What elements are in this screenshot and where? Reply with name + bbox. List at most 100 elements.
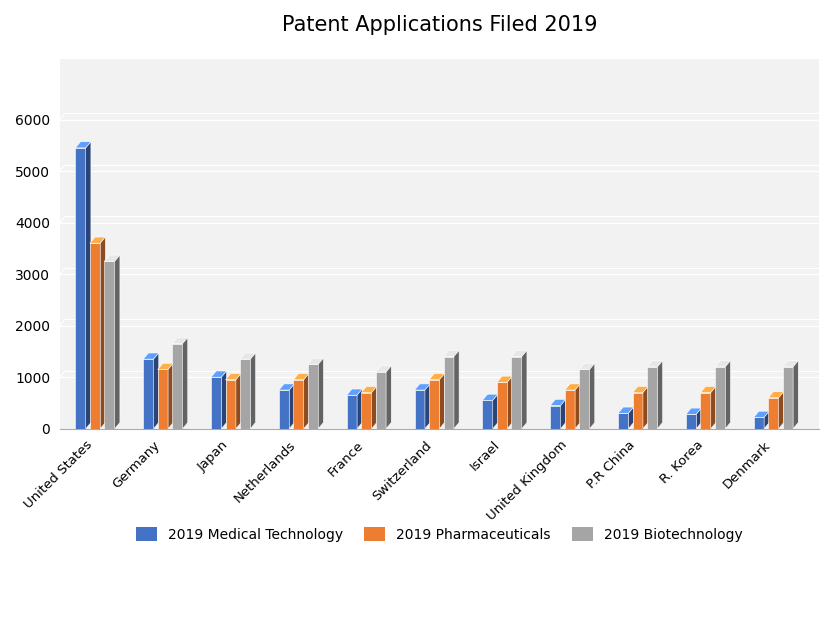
Bar bbox=[550, 406, 560, 429]
Polygon shape bbox=[279, 384, 294, 390]
Polygon shape bbox=[565, 384, 580, 390]
Polygon shape bbox=[522, 350, 527, 429]
Polygon shape bbox=[507, 376, 512, 429]
Polygon shape bbox=[440, 374, 445, 429]
Polygon shape bbox=[686, 408, 701, 414]
Bar bbox=[104, 261, 115, 429]
Bar bbox=[90, 243, 100, 429]
Polygon shape bbox=[783, 361, 798, 367]
Bar bbox=[647, 367, 657, 429]
Polygon shape bbox=[75, 142, 91, 148]
Polygon shape bbox=[372, 386, 377, 429]
Polygon shape bbox=[726, 361, 731, 429]
Bar bbox=[565, 390, 575, 429]
Polygon shape bbox=[211, 371, 227, 377]
Polygon shape bbox=[104, 255, 120, 261]
Polygon shape bbox=[590, 363, 595, 429]
Bar bbox=[376, 372, 386, 429]
Polygon shape bbox=[618, 407, 634, 413]
Polygon shape bbox=[308, 358, 324, 365]
Bar bbox=[172, 344, 183, 429]
Polygon shape bbox=[172, 337, 188, 344]
Polygon shape bbox=[168, 363, 173, 429]
Bar bbox=[715, 367, 726, 429]
Polygon shape bbox=[357, 389, 362, 429]
Bar bbox=[580, 370, 590, 429]
Polygon shape bbox=[696, 408, 701, 429]
Bar bbox=[294, 380, 304, 429]
Polygon shape bbox=[429, 374, 445, 380]
Bar bbox=[429, 380, 440, 429]
Polygon shape bbox=[319, 358, 324, 429]
Polygon shape bbox=[793, 361, 798, 429]
Legend: 2019 Medical Technology, 2019 Pharmaceuticals, 2019 Biotechnology: 2019 Medical Technology, 2019 Pharmaceut… bbox=[131, 522, 748, 547]
Polygon shape bbox=[100, 237, 105, 429]
Bar bbox=[279, 390, 289, 429]
Polygon shape bbox=[294, 374, 309, 380]
Bar bbox=[497, 383, 507, 429]
Polygon shape bbox=[454, 350, 459, 429]
Bar bbox=[158, 370, 168, 429]
Polygon shape bbox=[347, 389, 362, 395]
Polygon shape bbox=[754, 411, 769, 417]
Polygon shape bbox=[715, 361, 731, 367]
Polygon shape bbox=[183, 337, 188, 429]
Bar bbox=[414, 390, 425, 429]
Polygon shape bbox=[575, 384, 580, 429]
Polygon shape bbox=[115, 255, 120, 429]
Polygon shape bbox=[580, 363, 595, 370]
Polygon shape bbox=[414, 384, 430, 390]
Bar bbox=[225, 380, 236, 429]
Bar bbox=[308, 365, 319, 429]
Polygon shape bbox=[361, 386, 377, 393]
Polygon shape bbox=[779, 392, 784, 429]
Polygon shape bbox=[250, 353, 255, 429]
Polygon shape bbox=[768, 392, 784, 398]
Polygon shape bbox=[643, 386, 648, 429]
Bar bbox=[618, 413, 629, 429]
Polygon shape bbox=[289, 384, 294, 429]
Polygon shape bbox=[86, 142, 91, 429]
Bar bbox=[768, 398, 779, 429]
Bar bbox=[75, 148, 86, 429]
Polygon shape bbox=[304, 374, 309, 429]
Polygon shape bbox=[493, 394, 498, 429]
Bar bbox=[444, 357, 454, 429]
Polygon shape bbox=[701, 386, 716, 393]
Bar bbox=[632, 393, 643, 429]
Polygon shape bbox=[225, 374, 241, 380]
Bar bbox=[754, 417, 764, 429]
Bar bbox=[240, 359, 250, 429]
Polygon shape bbox=[497, 376, 512, 383]
Bar bbox=[211, 377, 221, 429]
Polygon shape bbox=[240, 353, 255, 359]
Polygon shape bbox=[386, 366, 391, 429]
Polygon shape bbox=[764, 411, 769, 429]
Polygon shape bbox=[444, 350, 459, 357]
Polygon shape bbox=[90, 237, 105, 243]
Polygon shape bbox=[221, 371, 227, 429]
Polygon shape bbox=[143, 353, 158, 359]
Bar bbox=[783, 367, 793, 429]
Polygon shape bbox=[657, 361, 662, 429]
Polygon shape bbox=[632, 386, 648, 393]
Polygon shape bbox=[236, 374, 241, 429]
Bar bbox=[701, 393, 711, 429]
Bar bbox=[511, 357, 522, 429]
Polygon shape bbox=[511, 350, 527, 357]
Bar bbox=[686, 414, 696, 429]
Polygon shape bbox=[647, 361, 662, 367]
Polygon shape bbox=[711, 386, 716, 429]
Title: Patent Applications Filed 2019: Patent Applications Filed 2019 bbox=[282, 15, 597, 35]
Polygon shape bbox=[629, 407, 634, 429]
Bar bbox=[361, 393, 372, 429]
Bar bbox=[143, 359, 153, 429]
Polygon shape bbox=[153, 353, 158, 429]
Polygon shape bbox=[376, 366, 391, 372]
Bar bbox=[482, 401, 493, 429]
Bar bbox=[347, 395, 357, 429]
Polygon shape bbox=[560, 399, 565, 429]
Polygon shape bbox=[482, 394, 498, 401]
Polygon shape bbox=[425, 384, 430, 429]
Polygon shape bbox=[158, 363, 173, 370]
